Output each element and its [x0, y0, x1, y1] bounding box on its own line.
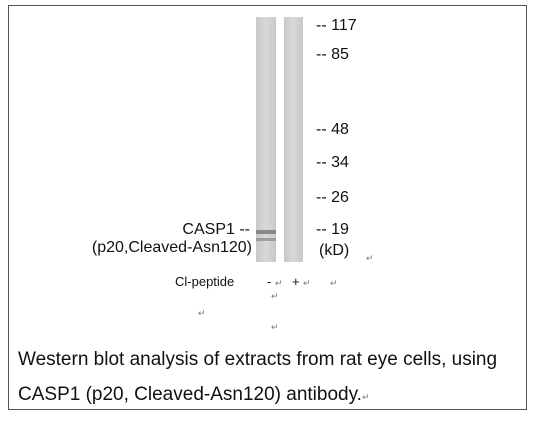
peptide-minus: - — [267, 274, 272, 289]
return-mark: ↵ — [361, 392, 370, 402]
marker: -- 26 — [316, 189, 349, 206]
caption-line: CASP1 (p20, Cleaved-Asn120) antibody.↵ — [18, 384, 370, 405]
lane-1 — [256, 17, 276, 262]
unit: (kD) — [319, 242, 350, 259]
lane-2 — [284, 17, 303, 262]
return-mark: ↵ — [198, 308, 206, 318]
return-mark: ↵ — [330, 278, 338, 288]
marker: -- 34 — [316, 154, 349, 171]
marker: -- 85 — [316, 46, 349, 63]
peptide-label: Cl-peptide — [175, 274, 235, 289]
marker: -- 19 — [316, 221, 349, 238]
band-name: CASP1 -- — [182, 221, 250, 238]
return-mark: ↵ — [271, 291, 279, 301]
return-mark: ↵ — [271, 322, 279, 332]
marker: -- 48 — [316, 121, 349, 138]
return-mark: ↵ — [303, 278, 311, 288]
caption-line: Western blot analysis of extracts from r… — [18, 349, 498, 370]
return-mark: ↵ — [366, 253, 374, 263]
marker: -- 117 — [316, 17, 357, 34]
band — [256, 230, 276, 234]
band-detail: (p20,Cleaved-Asn120) — [91, 239, 252, 256]
return-mark: ↵ — [275, 278, 283, 288]
peptide-plus: + — [292, 274, 300, 289]
frame — [8, 5, 527, 410]
band — [256, 238, 276, 241]
